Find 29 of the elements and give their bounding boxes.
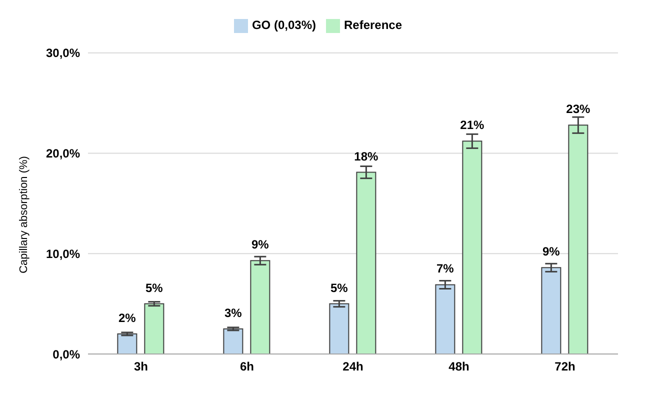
- x-tick-label: 48h: [448, 360, 470, 374]
- x-tick-label: 3h: [134, 360, 148, 374]
- data-label: 5%: [146, 280, 164, 295]
- legend-label: Reference: [344, 18, 402, 32]
- y-tick-label: 30,0%: [46, 46, 80, 60]
- bar: [117, 333, 138, 354]
- data-label: 5%: [330, 280, 348, 295]
- bar: [541, 267, 562, 354]
- legend-label: GO (0,03%): [252, 18, 316, 32]
- x-tick-label: 24h: [342, 360, 364, 374]
- y-tick-label: 20,0%: [46, 146, 80, 160]
- data-label: 7%: [436, 262, 454, 276]
- bar: [223, 328, 244, 354]
- bar: [250, 260, 270, 354]
- y-tick-label: 10,0%: [46, 246, 80, 261]
- data-label: 21%: [460, 118, 485, 132]
- data-label: 23%: [566, 102, 591, 116]
- data-label: 9%: [252, 238, 270, 252]
- y-tick-label: 0,0%: [52, 347, 80, 362]
- data-label: 18%: [354, 149, 379, 164]
- data-label: 2%: [118, 310, 136, 325]
- x-tick-label: 72h: [554, 360, 576, 374]
- bar: [144, 303, 164, 354]
- bar: [329, 303, 350, 354]
- bar: [435, 284, 456, 354]
- data-label: 9%: [542, 244, 560, 259]
- y-axis-title: Capillary absorption (%): [18, 156, 30, 274]
- data-label: 3%: [224, 306, 242, 320]
- x-tick-label: 6h: [240, 360, 254, 374]
